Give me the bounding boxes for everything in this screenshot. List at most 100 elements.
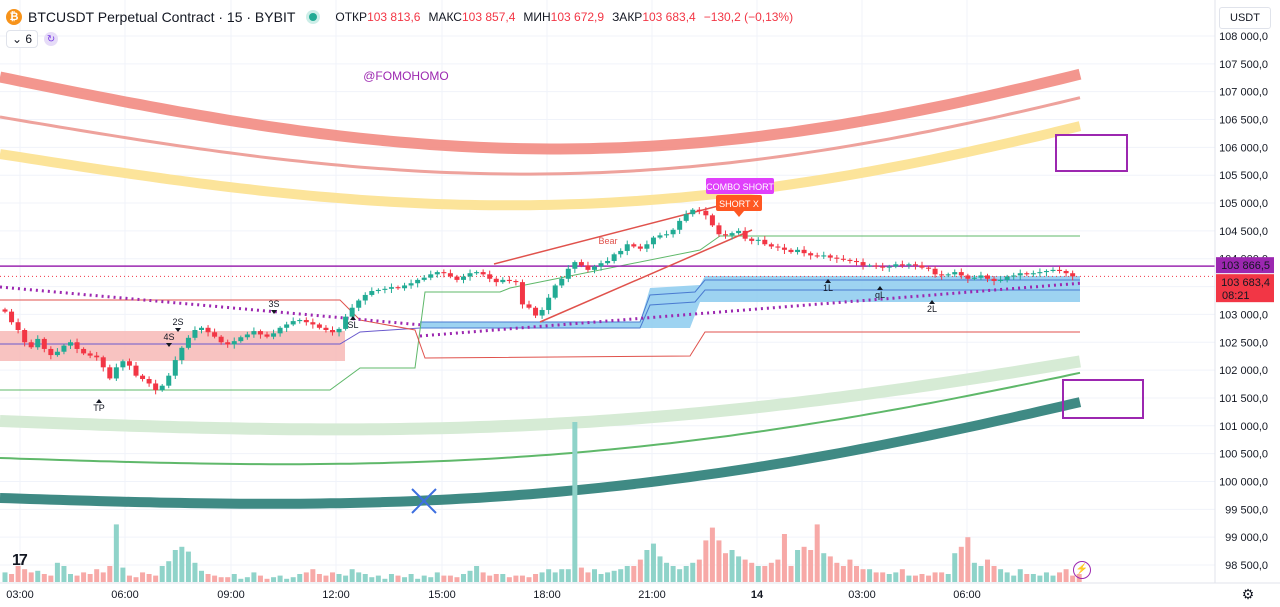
volume-bar: [506, 577, 512, 582]
candle-body: [592, 266, 597, 270]
candle-body: [172, 360, 178, 376]
highlight-box: [1062, 379, 1144, 419]
candle-body: [945, 274, 951, 276]
candle-body: [775, 246, 781, 248]
chart-header: ₿ BTCUSDT Perpetual Contract · 15 · BYBI…: [6, 7, 793, 27]
candle-body: [375, 289, 381, 292]
low-value: 103 672,9: [550, 10, 605, 24]
volume-bar: [644, 550, 650, 582]
volume-bar: [126, 575, 132, 582]
candle-body: [605, 260, 611, 264]
volume-bar: [657, 556, 663, 582]
candle-body: [696, 209, 702, 211]
candle-body: [1024, 273, 1030, 275]
candle-body: [795, 249, 801, 253]
volume-bar: [1011, 575, 1017, 582]
candle-body: [559, 278, 565, 286]
sync-icon[interactable]: ↻: [44, 32, 59, 46]
candle-body: [41, 338, 47, 349]
volume-bar: [854, 566, 859, 582]
candle-body: [166, 375, 172, 386]
volume-bar: [487, 575, 493, 582]
candle-body: [801, 249, 807, 254]
time-axis[interactable]: 03:00 06:00 09:00 12:00 15:00 18:00 21:00 14 03:…: [0, 582, 1280, 601]
candle-body: [926, 267, 932, 269]
x-tick-label: 12:00: [322, 589, 350, 601]
volume-bar: [709, 527, 715, 582]
volume-bar: [526, 577, 532, 582]
candle-body: [441, 272, 447, 274]
short-x-pointer: [734, 211, 744, 217]
lightning-icon[interactable]: ⚡: [1073, 561, 1091, 579]
indicators-toggle-button[interactable]: ⌄ 6: [6, 30, 39, 48]
candle-body: [447, 273, 453, 277]
symbol-title[interactable]: BTCUSDT Perpetual Contract · 15 · BYBIT: [28, 9, 296, 25]
volume-bar: [1024, 574, 1030, 582]
countdown-label: 08:21: [1222, 290, 1250, 302]
volume-bar: [880, 572, 886, 582]
volume-bar: [54, 562, 60, 582]
candle-body: [244, 334, 250, 338]
candle-body: [205, 327, 211, 333]
candle-body: [343, 316, 349, 329]
volume-bar: [795, 550, 801, 582]
upper-band-thin: [0, 96, 1081, 176]
candle-body: [140, 375, 146, 380]
volume-bar: [172, 550, 178, 582]
volume-bar: [906, 575, 912, 582]
volume-bar: [1043, 572, 1049, 582]
candle-body: [991, 278, 997, 282]
candle-body: [68, 342, 73, 346]
candle-body: [159, 385, 165, 391]
candle-body: [513, 281, 519, 283]
volume-bar: [388, 574, 394, 582]
volume-bar: [624, 566, 630, 582]
candle-body: [873, 265, 879, 267]
volume-bar: [801, 546, 807, 582]
candle-body: [1037, 272, 1043, 274]
candle-body: [1011, 275, 1017, 277]
volume-bar: [683, 566, 689, 582]
price-axis[interactable]: 108 000,0 107 500,0 107 000,0 106 500,0 106 …: [1214, 0, 1274, 583]
volume-bar: [408, 574, 414, 582]
candle-body: [284, 324, 290, 328]
candle-body: [644, 244, 650, 249]
candle-body: [572, 262, 578, 269]
candle-body: [716, 225, 722, 235]
short-x-tag: [716, 195, 762, 211]
candle-body: [120, 361, 126, 368]
dotted-trend: [419, 281, 1081, 338]
candle-body: [81, 348, 87, 354]
gear-icon[interactable]: ⚙: [1241, 586, 1255, 602]
candle-body: [251, 331, 257, 335]
candle-body: [48, 348, 54, 356]
candle-body: [316, 324, 322, 328]
volume-bar: [316, 574, 322, 582]
volume-bar: [703, 540, 709, 582]
volume-bar: [415, 578, 421, 582]
volume-bar: [899, 569, 905, 582]
volume-bar: [768, 562, 774, 582]
volume-bar: [533, 574, 539, 582]
x-tick-label: 06:00: [953, 589, 981, 601]
candle-body: [847, 259, 853, 261]
combo-short-label: COMBO SHORT: [706, 182, 774, 192]
candle-body: [788, 249, 794, 253]
volume-bar: [467, 570, 473, 582]
candle-body: [1063, 270, 1069, 274]
volume-bar: [847, 559, 853, 582]
volume-bar: [74, 575, 80, 582]
candle-body: [906, 264, 912, 266]
candle-body: [1017, 273, 1023, 276]
candle-body: [677, 220, 683, 230]
candle-body: [297, 319, 303, 322]
candle-body: [15, 322, 21, 331]
candle-body: [415, 279, 421, 284]
currency-selector[interactable]: USDT: [1219, 7, 1271, 29]
volume-bar: [945, 574, 951, 582]
trail-line-green: [0, 235, 1080, 391]
candle-body: [526, 304, 532, 308]
candle-body: [107, 367, 113, 379]
volume-bar: [349, 569, 355, 582]
